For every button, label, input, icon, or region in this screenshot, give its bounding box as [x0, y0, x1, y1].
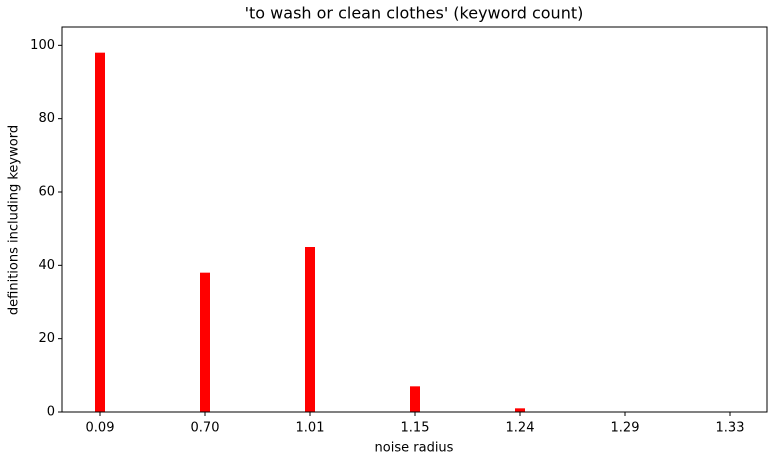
- y-tick-label: 40: [38, 258, 55, 273]
- bar: [515, 408, 525, 412]
- x-tick-label: 0.70: [191, 421, 220, 436]
- y-tick-label: 20: [38, 331, 55, 346]
- chart-title: 'to wash or clean clothes' (keyword coun…: [245, 4, 584, 23]
- y-tick-label: 80: [38, 111, 55, 126]
- x-tick-label: 1.24: [506, 421, 535, 436]
- y-tick-label: 60: [38, 185, 55, 200]
- y-axis-label: definitions including keyword: [7, 125, 22, 315]
- bar: [410, 386, 420, 412]
- bar: [95, 52, 105, 413]
- x-tick-label: 1.01: [296, 421, 325, 436]
- x-tick-label: 1.33: [716, 421, 745, 436]
- y-tick-label: 100: [30, 38, 55, 53]
- y-tick-label: 0: [47, 405, 55, 420]
- x-tick-label: 0.09: [86, 421, 115, 436]
- x-axis-label: noise radius: [375, 441, 454, 456]
- plot-frame: [61, 26, 768, 413]
- bar: [305, 247, 315, 412]
- x-tick-label: 1.29: [611, 421, 640, 436]
- bar: [200, 272, 210, 412]
- x-tick-label: 1.15: [401, 421, 430, 436]
